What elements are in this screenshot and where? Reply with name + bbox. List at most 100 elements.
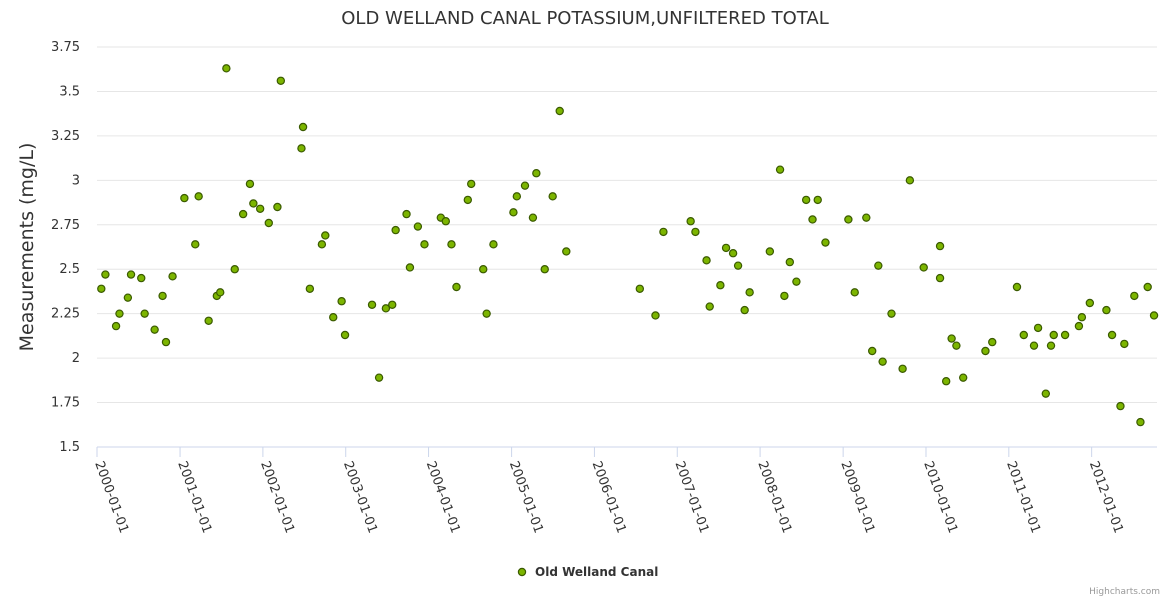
data-point[interactable] <box>702 256 711 265</box>
data-point[interactable] <box>919 263 928 272</box>
data-point[interactable] <box>1077 313 1087 322</box>
data-point[interactable] <box>273 202 282 212</box>
data-point[interactable] <box>111 321 121 331</box>
data-point[interactable] <box>391 225 400 235</box>
data-point[interactable] <box>785 257 795 267</box>
data-point[interactable] <box>691 227 700 237</box>
data-point[interactable] <box>191 240 200 249</box>
data-point[interactable] <box>180 193 189 203</box>
data-point[interactable] <box>123 293 133 302</box>
data-point[interactable] <box>1102 305 1111 315</box>
data-point[interactable] <box>651 311 660 320</box>
legend-entry-old-welland-canal[interactable]: Old Welland Canal <box>535 565 658 579</box>
data-point[interactable] <box>168 272 177 281</box>
data-point[interactable] <box>635 284 645 293</box>
legend[interactable]: Old Welland Canal <box>517 565 658 579</box>
data-point[interactable] <box>137 273 146 283</box>
data-point[interactable] <box>705 302 714 311</box>
data-point[interactable] <box>1107 330 1117 340</box>
data-point[interactable] <box>1049 330 1058 340</box>
data-point[interactable] <box>126 270 136 279</box>
data-point[interactable] <box>297 144 306 153</box>
data-point[interactable] <box>276 76 286 85</box>
data-point[interactable] <box>381 304 391 313</box>
data-point[interactable] <box>1136 417 1145 427</box>
data-point[interactable] <box>874 261 883 270</box>
data-point[interactable] <box>255 204 265 213</box>
data-point[interactable] <box>489 240 498 249</box>
data-point[interactable] <box>161 337 171 347</box>
data-point[interactable] <box>801 195 811 205</box>
data-point[interactable] <box>1130 291 1139 301</box>
data-point[interactable] <box>988 337 997 347</box>
data-point[interactable] <box>1120 339 1129 349</box>
data-point[interactable] <box>298 122 308 132</box>
data-point[interactable] <box>452 282 461 292</box>
data-point[interactable] <box>868 346 877 356</box>
data-point[interactable] <box>101 270 110 279</box>
data-point[interactable] <box>981 346 990 356</box>
data-point[interactable] <box>850 288 859 297</box>
data-point[interactable] <box>765 247 775 256</box>
data-point[interactable] <box>216 288 225 297</box>
data-point[interactable] <box>321 231 330 240</box>
data-point[interactable] <box>158 291 167 301</box>
data-point[interactable] <box>792 277 801 286</box>
data-point[interactable] <box>245 179 255 189</box>
data-point[interactable] <box>905 176 915 185</box>
data-point[interactable] <box>540 265 549 274</box>
data-point[interactable] <box>1143 282 1152 292</box>
data-point[interactable] <box>420 240 429 249</box>
data-point[interactable] <box>862 213 871 222</box>
data-point[interactable] <box>745 288 754 297</box>
data-point[interactable] <box>887 309 896 318</box>
data-point[interactable] <box>728 249 738 258</box>
data-point[interactable] <box>958 373 968 382</box>
data-point[interactable] <box>520 181 530 190</box>
data-point[interactable] <box>238 209 248 219</box>
data-point[interactable] <box>844 215 853 224</box>
data-point[interactable] <box>716 281 725 290</box>
data-point[interactable] <box>952 341 961 350</box>
data-point[interactable] <box>230 265 239 274</box>
data-point[interactable] <box>479 265 488 274</box>
data-point[interactable] <box>405 263 415 272</box>
data-point[interactable] <box>562 247 571 256</box>
data-point[interactable] <box>150 325 159 334</box>
data-point[interactable] <box>1074 321 1084 331</box>
data-point[interactable] <box>1033 323 1043 333</box>
data-point[interactable] <box>813 195 822 205</box>
data-point[interactable] <box>413 222 423 231</box>
data-point[interactable] <box>512 192 522 201</box>
data-point[interactable] <box>1041 389 1051 398</box>
data-point[interactable] <box>898 364 907 373</box>
data-point[interactable] <box>659 227 668 237</box>
data-point[interactable] <box>482 309 491 318</box>
data-point[interactable] <box>532 169 541 178</box>
data-point[interactable] <box>441 217 450 226</box>
data-point[interactable] <box>204 316 213 325</box>
data-point[interactable] <box>402 209 411 219</box>
data-point[interactable] <box>97 284 106 293</box>
data-point[interactable] <box>528 213 538 222</box>
data-point[interactable] <box>374 373 384 382</box>
data-point[interactable] <box>935 273 945 283</box>
data-point[interactable] <box>317 240 327 249</box>
data-point[interactable] <box>340 330 350 340</box>
data-point[interactable] <box>194 192 203 201</box>
data-point[interactable] <box>733 261 743 270</box>
data-point[interactable] <box>367 300 377 309</box>
data-point[interactable] <box>1116 401 1125 411</box>
data-point[interactable] <box>509 208 518 217</box>
data-point[interactable] <box>329 313 338 322</box>
data-point[interactable] <box>721 243 731 253</box>
data-point[interactable] <box>808 215 817 224</box>
data-point[interactable] <box>140 309 149 318</box>
data-point[interactable] <box>1060 330 1070 340</box>
data-point[interactable] <box>947 334 956 343</box>
data-point[interactable] <box>249 199 258 208</box>
data-point[interactable] <box>1029 341 1039 350</box>
data-point[interactable] <box>935 241 945 251</box>
data-point[interactable] <box>555 106 564 116</box>
data-point[interactable] <box>1046 341 1056 350</box>
